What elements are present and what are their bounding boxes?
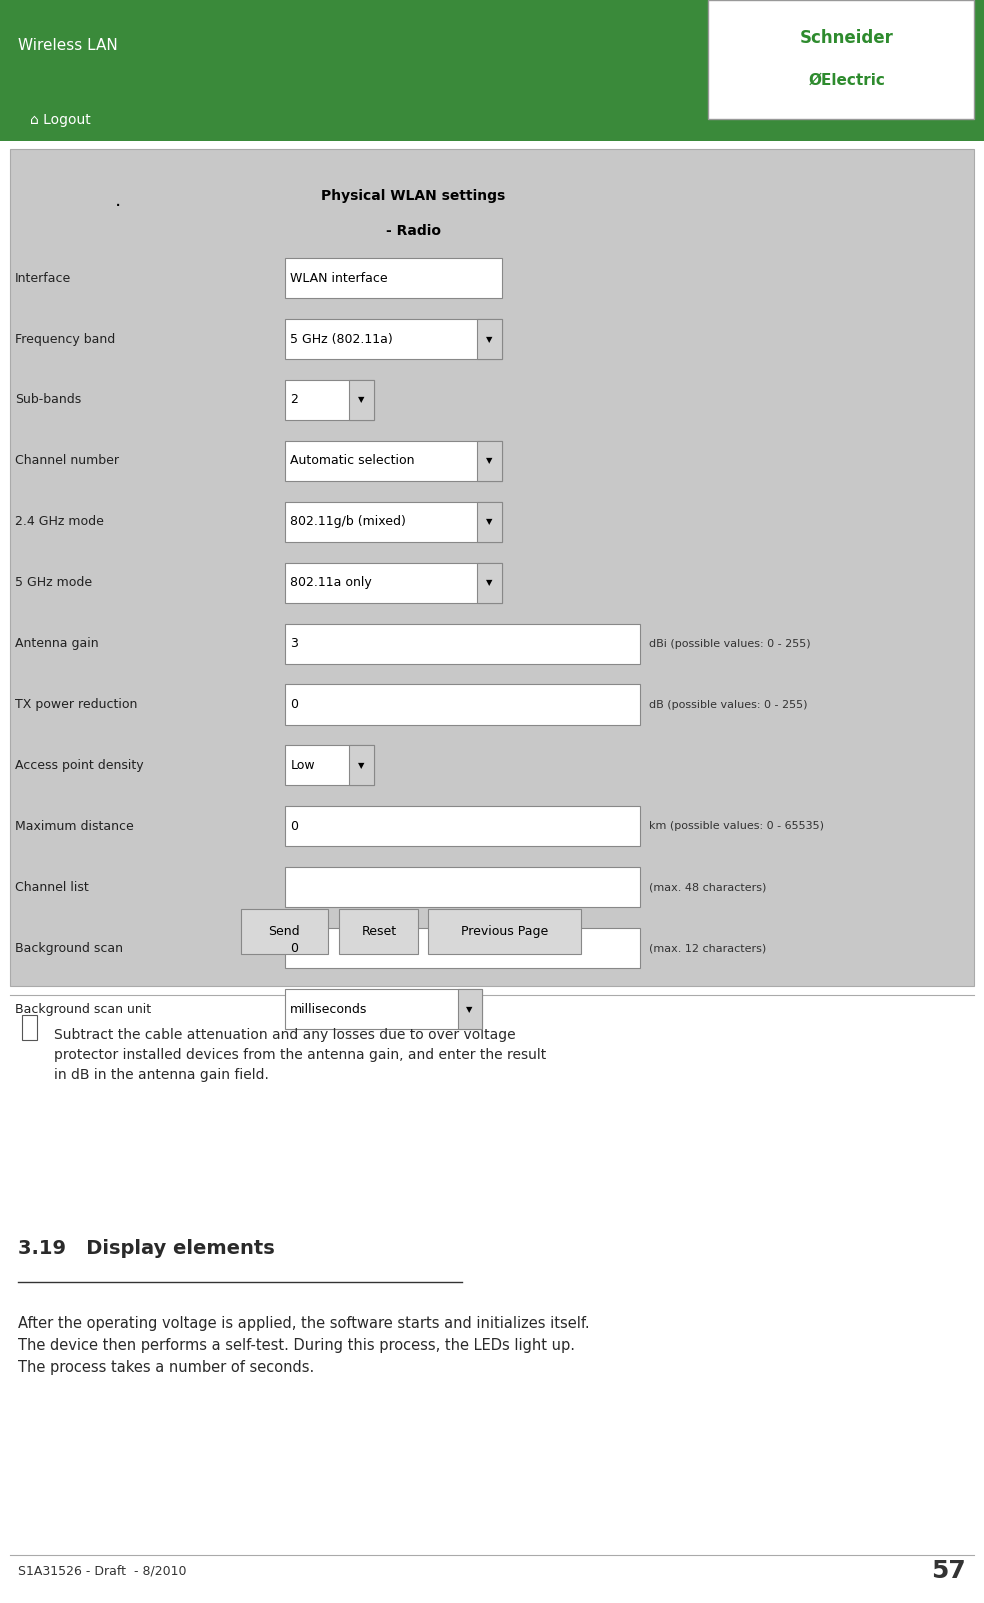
Text: 3.19   Display elements: 3.19 Display elements [18, 1239, 275, 1258]
Text: ▼: ▼ [358, 396, 364, 404]
FancyBboxPatch shape [477, 502, 502, 542]
Text: Reset: Reset [361, 925, 397, 938]
Text: After the operating voltage is applied, the software starts and initializes itse: After the operating voltage is applied, … [18, 1316, 589, 1375]
Text: Sub-bands: Sub-bands [15, 393, 81, 407]
Text: WLAN interface: WLAN interface [290, 271, 388, 285]
Text: ▼: ▼ [486, 518, 492, 526]
FancyBboxPatch shape [349, 380, 374, 420]
Text: 0: 0 [290, 697, 298, 712]
Text: 5 GHz mode: 5 GHz mode [15, 575, 92, 590]
Text: ▼: ▼ [486, 457, 492, 465]
Text: dB (possible values: 0 - 255): dB (possible values: 0 - 255) [649, 699, 808, 710]
FancyBboxPatch shape [285, 928, 640, 968]
FancyBboxPatch shape [10, 149, 974, 986]
Text: Send: Send [269, 925, 300, 938]
FancyBboxPatch shape [477, 441, 502, 481]
Text: - Radio: - Radio [386, 224, 441, 239]
FancyBboxPatch shape [339, 909, 418, 954]
Text: Channel number: Channel number [15, 454, 119, 468]
Text: ⌂ Logout: ⌂ Logout [30, 114, 91, 127]
Text: Maximum distance: Maximum distance [15, 819, 134, 834]
Text: Access point density: Access point density [15, 758, 144, 773]
Text: ØElectric: ØElectric [808, 72, 885, 88]
FancyBboxPatch shape [285, 684, 640, 725]
FancyBboxPatch shape [285, 989, 482, 1029]
FancyBboxPatch shape [285, 745, 374, 785]
Text: 0: 0 [290, 941, 298, 955]
Text: Interface: Interface [15, 271, 71, 285]
FancyBboxPatch shape [285, 806, 640, 846]
FancyBboxPatch shape [0, 0, 984, 99]
FancyBboxPatch shape [349, 745, 374, 785]
FancyBboxPatch shape [285, 624, 640, 664]
FancyBboxPatch shape [458, 989, 482, 1029]
Text: Antenna gain: Antenna gain [15, 636, 98, 651]
Text: Schneider: Schneider [800, 29, 893, 48]
Text: 2.4 GHz mode: 2.4 GHz mode [15, 515, 103, 529]
FancyBboxPatch shape [708, 0, 974, 119]
FancyBboxPatch shape [285, 319, 502, 359]
Text: Subtract the cable attenuation and any losses due to over voltage
protector inst: Subtract the cable attenuation and any l… [54, 1028, 546, 1082]
Text: ·: · [115, 197, 121, 216]
Text: 0: 0 [290, 819, 298, 834]
Text: ▼: ▼ [486, 335, 492, 343]
Text: Channel list: Channel list [15, 880, 89, 894]
FancyBboxPatch shape [477, 319, 502, 359]
FancyBboxPatch shape [22, 1015, 37, 1040]
FancyBboxPatch shape [428, 909, 581, 954]
FancyBboxPatch shape [285, 502, 502, 542]
FancyBboxPatch shape [477, 563, 502, 603]
Text: Physical WLAN settings: Physical WLAN settings [321, 189, 506, 204]
Text: (max. 12 characters): (max. 12 characters) [649, 943, 767, 954]
Text: 5 GHz (802.11a): 5 GHz (802.11a) [290, 332, 393, 346]
Text: Frequency band: Frequency band [15, 332, 115, 346]
FancyBboxPatch shape [285, 380, 374, 420]
Text: 3: 3 [290, 636, 298, 651]
FancyBboxPatch shape [285, 441, 502, 481]
FancyBboxPatch shape [0, 99, 984, 141]
Text: ▼: ▼ [466, 1005, 472, 1013]
FancyBboxPatch shape [285, 867, 640, 907]
FancyBboxPatch shape [241, 909, 328, 954]
Text: 802.11g/b (mixed): 802.11g/b (mixed) [290, 515, 406, 529]
Text: 802.11a only: 802.11a only [290, 575, 372, 590]
Text: km (possible values: 0 - 65535): km (possible values: 0 - 65535) [649, 821, 825, 832]
Text: Wireless LAN: Wireless LAN [18, 38, 117, 53]
Text: TX power reduction: TX power reduction [15, 697, 137, 712]
Text: Background scan: Background scan [15, 941, 123, 955]
Text: ▼: ▼ [486, 579, 492, 587]
Text: Low: Low [290, 758, 315, 773]
Text: ▼: ▼ [358, 761, 364, 769]
Text: milliseconds: milliseconds [290, 1002, 368, 1016]
Text: 57: 57 [932, 1560, 966, 1582]
Text: S1A31526 - Draft  - 8/2010: S1A31526 - Draft - 8/2010 [18, 1565, 186, 1577]
Text: Automatic selection: Automatic selection [290, 454, 415, 468]
FancyBboxPatch shape [285, 258, 502, 298]
Text: 2: 2 [290, 393, 298, 407]
FancyBboxPatch shape [285, 563, 502, 603]
Text: (max. 48 characters): (max. 48 characters) [649, 882, 767, 893]
Text: Previous Page: Previous Page [461, 925, 548, 938]
Text: dBi (possible values: 0 - 255): dBi (possible values: 0 - 255) [649, 638, 811, 649]
Text: Background scan unit: Background scan unit [15, 1002, 151, 1016]
